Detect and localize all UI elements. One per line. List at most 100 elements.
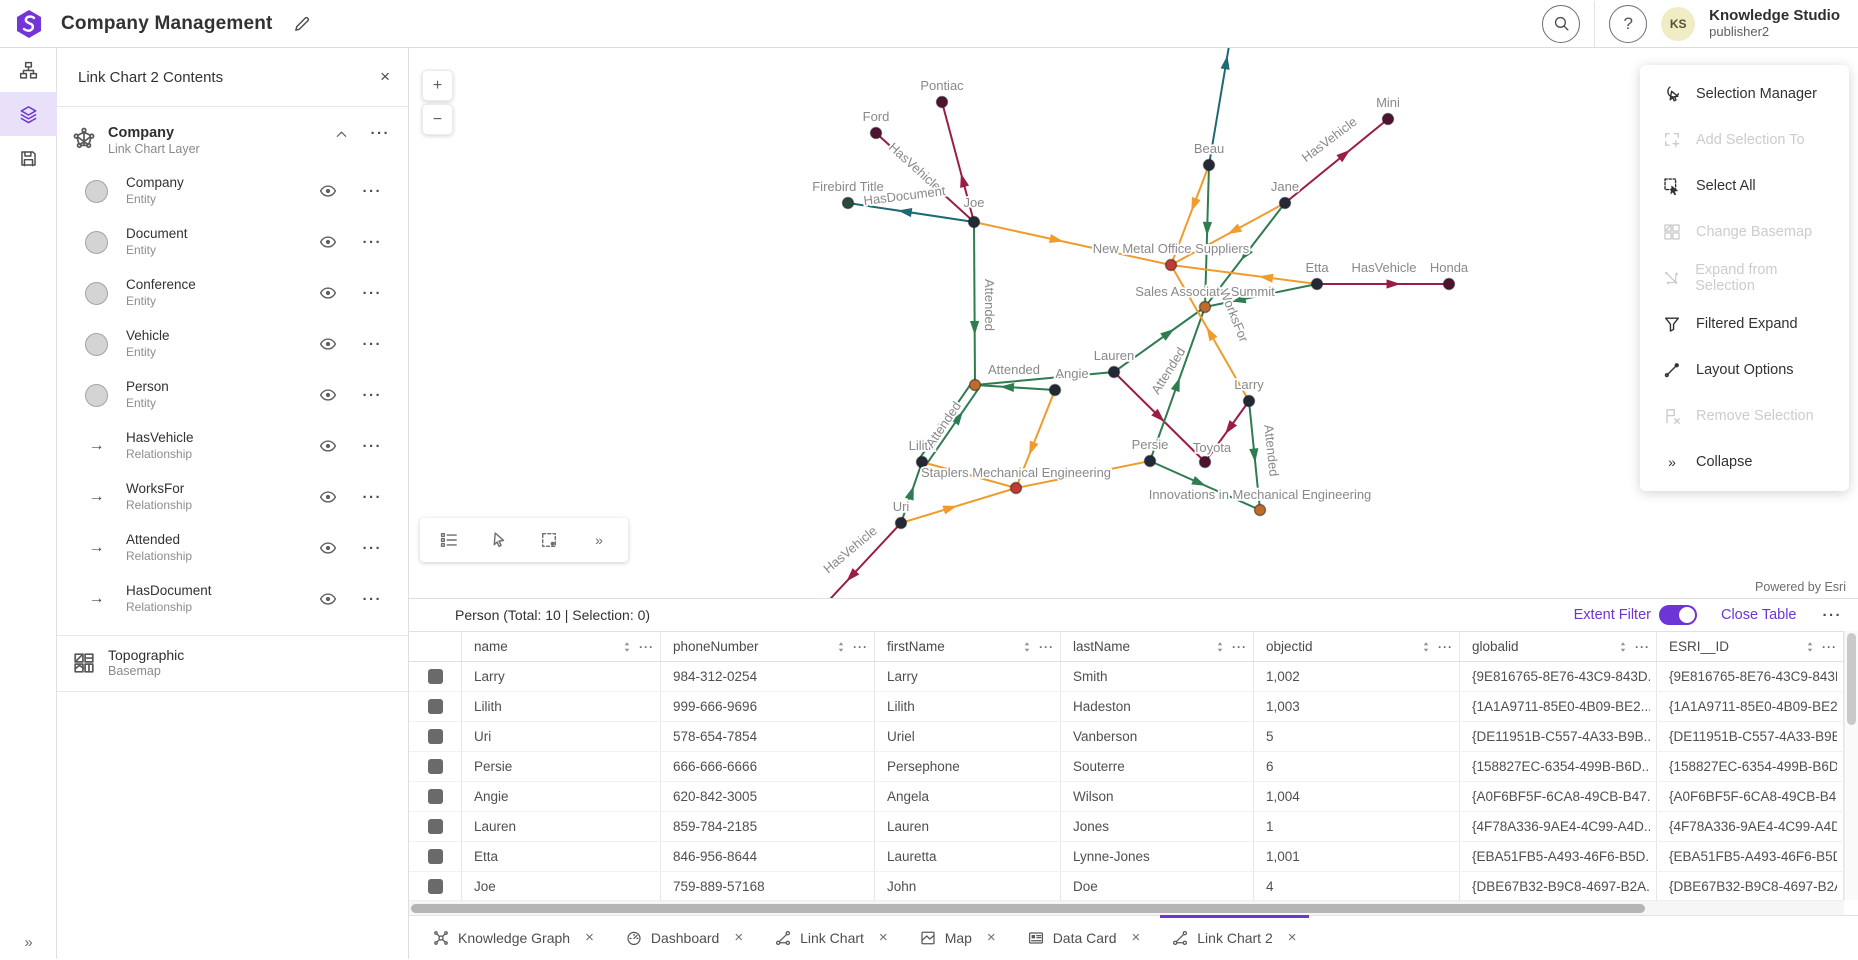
node-etta[interactable] [1312, 279, 1323, 290]
rail-item-layers[interactable] [0, 92, 57, 136]
node-persie[interactable] [1145, 456, 1156, 467]
node-mini[interactable] [1383, 114, 1394, 125]
chevron-up-icon[interactable] [334, 127, 349, 142]
rail-expand-icon[interactable]: » [0, 934, 57, 951]
sort-icon[interactable] [835, 641, 847, 653]
item-overflow-icon[interactable]: ··· [363, 540, 383, 557]
node-lauren[interactable] [1109, 367, 1120, 378]
sort-icon[interactable] [1420, 641, 1432, 653]
sort-icon[interactable] [1617, 641, 1629, 653]
eye-icon[interactable] [319, 590, 337, 608]
column-header-ESRI__ID[interactable]: ESRI__ID··· [1657, 632, 1844, 661]
row-checkbox[interactable] [428, 669, 443, 684]
node-pontiac[interactable] [937, 97, 948, 108]
user-block[interactable]: Knowledge Studio publisher2 [1709, 7, 1840, 39]
node-sales-associate-summit[interactable] [1200, 302, 1211, 313]
eye-icon[interactable] [319, 488, 337, 506]
node-conf3[interactable] [970, 380, 981, 391]
sort-icon[interactable] [1804, 641, 1816, 653]
eye-icon[interactable] [319, 233, 337, 251]
tab-close-icon[interactable]: × [987, 929, 996, 946]
sort-icon[interactable] [621, 641, 633, 653]
node-firebird-title[interactable] [843, 198, 854, 209]
menu-item-layout-options[interactable]: Layout Options [1640, 347, 1849, 393]
layer-overflow-icon[interactable]: ··· [371, 125, 391, 142]
eye-icon[interactable] [319, 335, 337, 353]
column-header-phoneNumber[interactable]: phoneNumber··· [661, 632, 875, 661]
basemap-item[interactable]: Topographic Basemap [57, 635, 408, 692]
column-overflow-icon[interactable]: ··· [1232, 640, 1247, 654]
node-larry[interactable] [1244, 396, 1255, 407]
node-joe[interactable] [969, 217, 980, 228]
row-checkbox[interactable] [428, 729, 443, 744]
menu-item-filtered-expand[interactable]: Filtered Expand [1640, 301, 1849, 347]
eye-icon[interactable] [319, 182, 337, 200]
tab-close-icon[interactable]: × [879, 929, 888, 946]
node-beau[interactable] [1204, 160, 1215, 171]
search-button[interactable] [1542, 5, 1580, 43]
column-header-globalid[interactable]: globalid··· [1460, 632, 1657, 661]
item-overflow-icon[interactable]: ··· [363, 438, 383, 455]
row-checkbox[interactable] [428, 879, 443, 894]
column-overflow-icon[interactable]: ··· [1822, 640, 1837, 654]
column-header-lastName[interactable]: lastName··· [1061, 632, 1254, 661]
close-table-button[interactable]: Close Table [1721, 607, 1797, 623]
sort-icon[interactable] [1021, 641, 1033, 653]
edit-title-icon[interactable] [293, 15, 311, 33]
toolbar-pointer-icon[interactable] [490, 531, 508, 549]
tab-link-chart[interactable]: Link Chart× [759, 916, 904, 960]
column-header-firstName[interactable]: firstName··· [875, 632, 1061, 661]
node-innovations-in-mechanical-engineering[interactable] [1255, 505, 1266, 516]
menu-item-selection-manager[interactable]: Selection Manager [1640, 71, 1849, 117]
column-overflow-icon[interactable]: ··· [1438, 640, 1453, 654]
item-overflow-icon[interactable]: ··· [363, 387, 383, 404]
tab-map[interactable]: Map× [904, 916, 1012, 960]
table-horizontal-scrollbar[interactable] [409, 900, 1844, 915]
column-overflow-icon[interactable]: ··· [1039, 640, 1054, 654]
item-overflow-icon[interactable]: ··· [363, 285, 383, 302]
tab-dashboard[interactable]: Dashboard× [610, 916, 759, 960]
tab-close-icon[interactable]: × [734, 929, 743, 946]
toolbar-collapse-icon[interactable]: » [590, 531, 608, 549]
item-overflow-icon[interactable]: ··· [363, 234, 383, 251]
tab-knowledge-graph[interactable]: Knowledge Graph× [417, 916, 610, 960]
eye-icon[interactable] [319, 386, 337, 404]
rail-item-save[interactable] [0, 136, 57, 180]
avatar[interactable]: KS [1661, 7, 1695, 41]
tab-close-icon[interactable]: × [1288, 929, 1297, 946]
node-staplers-mechanical-engineering[interactable] [1011, 483, 1022, 494]
eye-icon[interactable] [319, 437, 337, 455]
tab-close-icon[interactable]: × [585, 929, 594, 946]
help-button[interactable]: ? [1609, 5, 1647, 43]
column-overflow-icon[interactable]: ··· [1635, 640, 1650, 654]
eye-icon[interactable] [319, 284, 337, 302]
row-checkbox[interactable] [428, 759, 443, 774]
node-toyota[interactable] [1200, 457, 1211, 468]
item-overflow-icon[interactable]: ··· [363, 336, 383, 353]
table-overflow-icon[interactable]: ··· [1823, 607, 1843, 624]
node-uri[interactable] [896, 518, 907, 529]
zoom-in-button[interactable]: + [422, 70, 453, 101]
menu-item-collapse[interactable]: »Collapse [1640, 439, 1849, 485]
close-icon[interactable]: × [380, 67, 390, 87]
row-checkbox[interactable] [428, 819, 443, 834]
sort-icon[interactable] [1214, 641, 1226, 653]
node-angie[interactable] [1050, 385, 1061, 396]
node-honda[interactable] [1444, 279, 1455, 290]
tab-close-icon[interactable]: × [1132, 929, 1141, 946]
column-header-name[interactable]: name··· [462, 632, 661, 661]
column-overflow-icon[interactable]: ··· [639, 640, 654, 654]
row-checkbox[interactable] [428, 849, 443, 864]
table-vertical-scrollbar[interactable] [1844, 631, 1858, 900]
extent-filter-toggle[interactable] [1659, 605, 1697, 625]
item-overflow-icon[interactable]: ··· [363, 591, 383, 608]
